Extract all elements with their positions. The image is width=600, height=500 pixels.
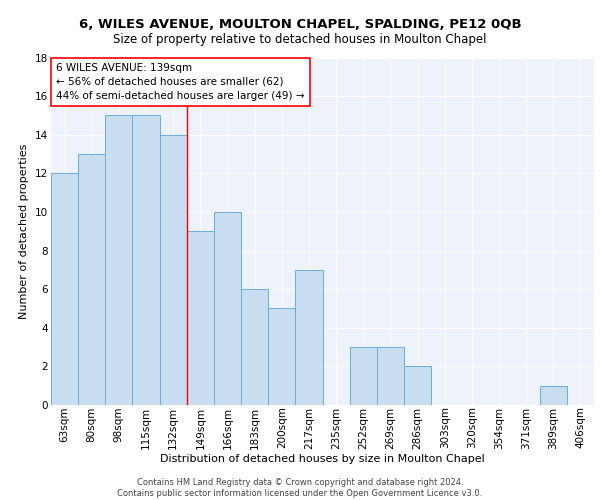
X-axis label: Distribution of detached houses by size in Moulton Chapel: Distribution of detached houses by size … xyxy=(160,454,485,464)
Bar xyxy=(377,347,404,405)
Bar xyxy=(106,116,133,405)
Text: 6 WILES AVENUE: 139sqm
← 56% of detached houses are smaller (62)
44% of semi-det: 6 WILES AVENUE: 139sqm ← 56% of detached… xyxy=(56,62,305,100)
Bar xyxy=(350,347,377,405)
Y-axis label: Number of detached properties: Number of detached properties xyxy=(19,144,29,319)
Text: Contains HM Land Registry data © Crown copyright and database right 2024.
Contai: Contains HM Land Registry data © Crown c… xyxy=(118,478,482,498)
Text: Size of property relative to detached houses in Moulton Chapel: Size of property relative to detached ho… xyxy=(113,32,487,46)
Bar xyxy=(51,174,78,405)
Bar xyxy=(160,134,187,405)
Bar xyxy=(187,231,214,405)
Text: 6, WILES AVENUE, MOULTON CHAPEL, SPALDING, PE12 0QB: 6, WILES AVENUE, MOULTON CHAPEL, SPALDIN… xyxy=(79,18,521,30)
Bar xyxy=(268,308,295,405)
Bar xyxy=(133,116,160,405)
Bar xyxy=(404,366,431,405)
Bar xyxy=(214,212,241,405)
Bar xyxy=(540,386,567,405)
Bar xyxy=(295,270,323,405)
Bar xyxy=(78,154,106,405)
Bar xyxy=(241,289,268,405)
